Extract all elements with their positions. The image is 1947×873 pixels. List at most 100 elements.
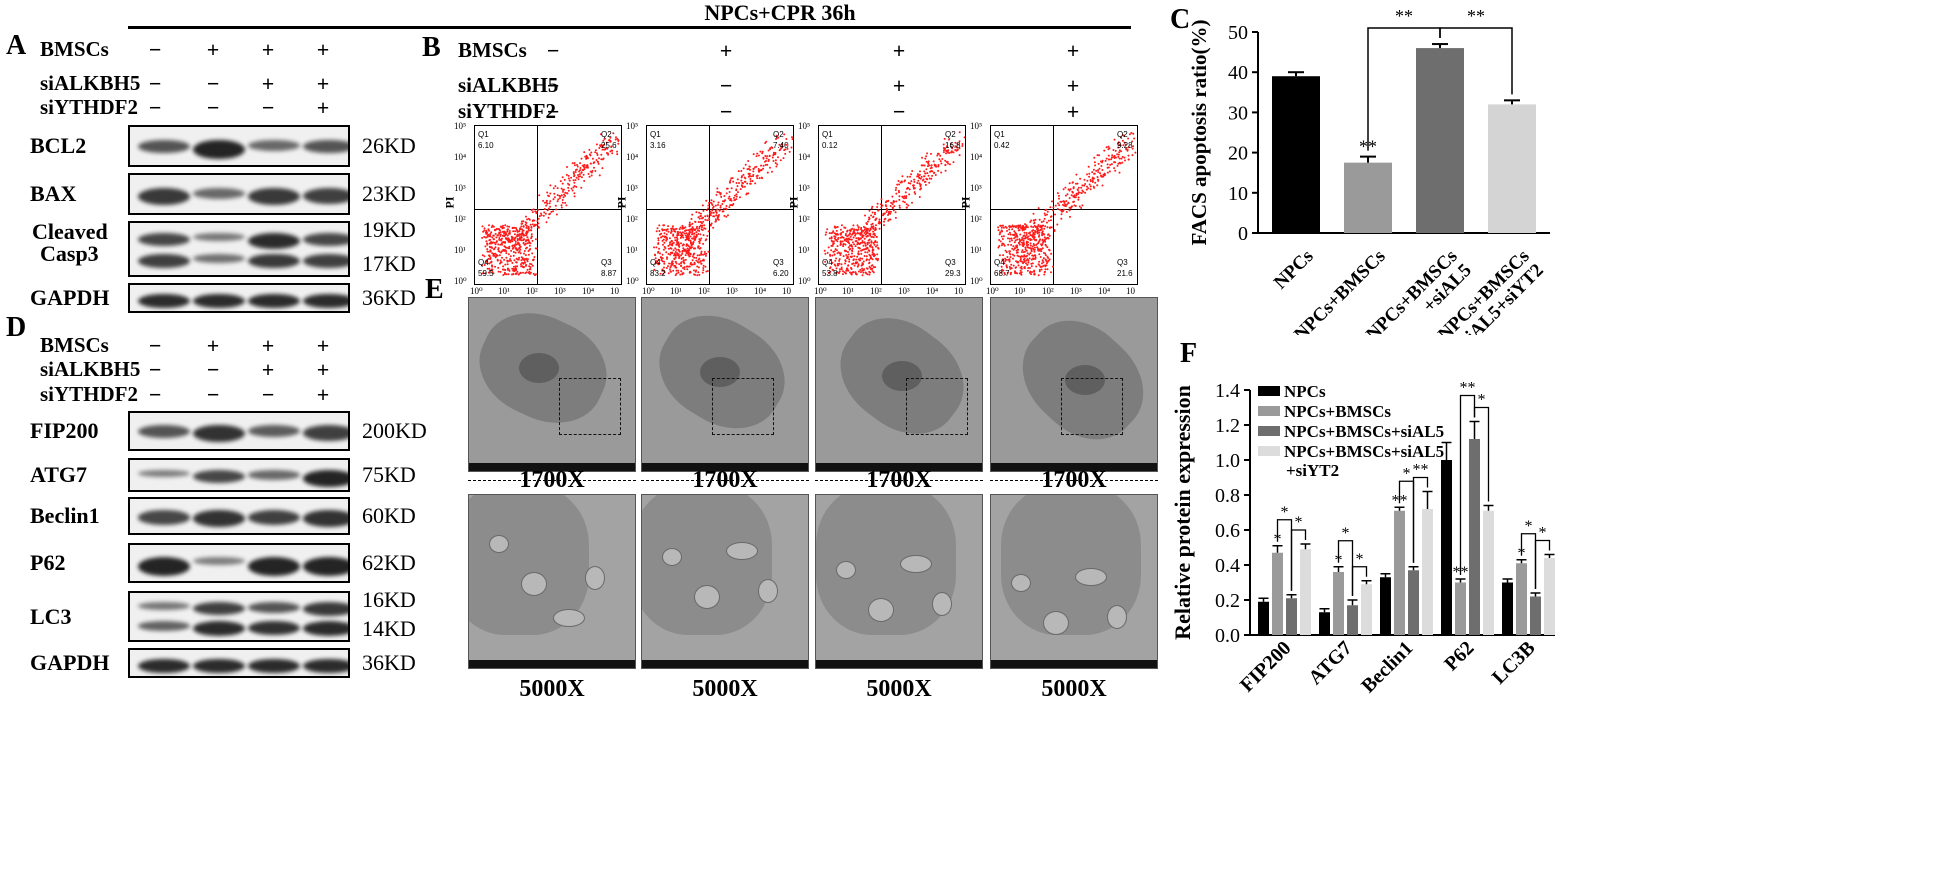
- flow-event: [579, 175, 582, 178]
- flow-event: [667, 230, 670, 233]
- flow-event: [728, 195, 731, 198]
- flow-event: [961, 145, 964, 147]
- quadrant-name: Q2: [1117, 130, 1128, 139]
- flow-event: [863, 248, 866, 251]
- flow-event: [842, 245, 845, 248]
- flow-event: [519, 252, 522, 255]
- flow-xtick: 10: [610, 286, 619, 296]
- flow-event: [669, 251, 672, 254]
- flow-event: [878, 218, 881, 221]
- flow-event: [1125, 147, 1128, 150]
- flow-ylabel: PI: [442, 196, 457, 209]
- flow-event: [682, 243, 685, 246]
- flow-event: [711, 209, 714, 212]
- bar: [1394, 510, 1405, 635]
- blot-band: [303, 470, 348, 487]
- flow-event: [855, 261, 857, 264]
- flow-event: [496, 258, 499, 261]
- flow-event: [1032, 237, 1035, 240]
- flow-event: [1077, 186, 1080, 189]
- flow-event: [923, 170, 926, 173]
- flow-event: [841, 240, 844, 243]
- flow-event: [1113, 161, 1116, 164]
- panel-label-c: C: [1170, 4, 1191, 35]
- flow-event: [928, 177, 931, 180]
- flow-event: [947, 151, 949, 154]
- flow-event: [841, 236, 844, 239]
- quadrant-name: Q1: [994, 130, 1005, 139]
- flow-event: [785, 138, 788, 140]
- flow-event: [895, 192, 898, 195]
- flow-event: [663, 266, 665, 269]
- flow-event: [687, 248, 690, 251]
- flow-event: [712, 200, 715, 203]
- flow-event: [725, 192, 728, 195]
- flow-event: [683, 248, 686, 251]
- flow-event: [1042, 261, 1045, 264]
- flow-event: [836, 249, 838, 252]
- bar: [1544, 558, 1555, 635]
- flow-event: [938, 158, 941, 161]
- flow-plot: Q1 3.16 Q2 7.40 Q3 6.20 Q4 83.2: [646, 125, 794, 285]
- flow-xtick: 10⁰: [470, 286, 483, 296]
- flow-event: [1048, 227, 1051, 229]
- flow-event: [1022, 255, 1025, 258]
- y-tick-label: 0.2: [1215, 590, 1240, 612]
- flow-event: [934, 174, 937, 176]
- flow-event: [1020, 273, 1023, 276]
- blot-band: [248, 470, 300, 480]
- flow-event: [866, 231, 869, 234]
- kd-label: 200KD: [362, 418, 427, 443]
- flow-event: [857, 250, 860, 253]
- flow-event: [500, 225, 502, 228]
- flow-event: [529, 248, 532, 250]
- flow-ylabel: PI: [786, 196, 801, 209]
- flow-event: [684, 258, 687, 261]
- flow-event: [669, 232, 672, 234]
- flow-event: [952, 161, 955, 164]
- significance-mark: *: [1403, 465, 1411, 482]
- flow-event: [1002, 235, 1005, 238]
- flow-event: [675, 272, 678, 275]
- flow-event: [528, 244, 531, 247]
- flow-event: [1098, 167, 1101, 170]
- flow-event: [1018, 243, 1021, 246]
- flow-event: [847, 246, 850, 249]
- flow-event: [1041, 262, 1043, 265]
- flow-event: [1056, 192, 1059, 195]
- flow-event: [588, 148, 591, 151]
- flow-event: [556, 200, 559, 203]
- flow-event: [757, 154, 760, 157]
- flow-event: [1116, 153, 1119, 156]
- flow-event: [498, 237, 501, 239]
- flow-event: [1058, 204, 1061, 207]
- flow-event: [515, 261, 518, 264]
- flow-event: [824, 252, 827, 255]
- flow-event: [1121, 155, 1124, 158]
- flow-event: [842, 231, 844, 233]
- flow-event: [1097, 169, 1099, 172]
- quadrant-value: 8.87: [601, 269, 617, 278]
- flow-event: [698, 240, 701, 243]
- flow-event: [1102, 173, 1105, 176]
- flow-event: [520, 222, 523, 225]
- flow-event: [1044, 214, 1047, 217]
- blot-band: [138, 510, 190, 525]
- flow-event: [918, 176, 921, 179]
- flow-event: [1010, 271, 1012, 274]
- flow-event: [488, 245, 491, 248]
- flow-event: [525, 234, 528, 237]
- category-label: FIP200: [1236, 637, 1296, 697]
- flow-event: [1098, 154, 1101, 157]
- flow-event: [1002, 254, 1005, 257]
- flow-event: [726, 187, 729, 190]
- flow-event: [663, 232, 666, 235]
- flow-event: [791, 138, 793, 141]
- scale-bar: [816, 463, 982, 471]
- flow-event: [698, 225, 701, 228]
- flow-event: [486, 243, 489, 246]
- condition-sign: +: [261, 71, 275, 96]
- flow-event: [882, 213, 885, 216]
- flow-event: [856, 255, 859, 258]
- flow-event: [674, 236, 676, 239]
